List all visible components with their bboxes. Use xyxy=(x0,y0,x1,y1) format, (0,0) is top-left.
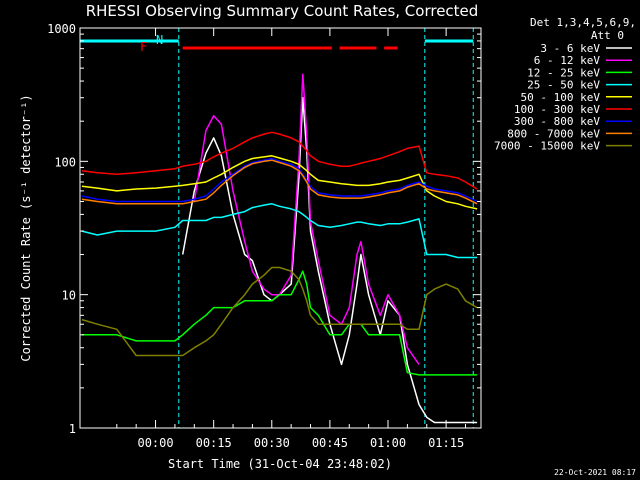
series-line-5 xyxy=(81,155,478,210)
night-bands xyxy=(79,28,474,428)
series-line-2 xyxy=(193,73,420,365)
legend-label: 100 - 300 keV xyxy=(514,103,600,116)
series-line-6 xyxy=(81,131,478,190)
legend-label: 6 - 12 keV xyxy=(534,54,601,67)
chart-title: RHESSI Observing Summary Count Rates, Co… xyxy=(86,2,479,20)
legend-label: 800 - 7000 keV xyxy=(507,127,600,140)
plot-frame xyxy=(79,27,482,429)
series-line-1 xyxy=(181,96,478,424)
x-axis: 00:00 00:15 00:30 00:45 01:00 01:15 xyxy=(116,28,467,450)
x-axis-label: Start Time (31-Oct-04 23:48:02) xyxy=(168,457,392,471)
legend-label: 25 - 50 keV xyxy=(527,79,600,92)
legend-label: 7000 - 15000 keV xyxy=(494,140,600,153)
y-axis-label: Corrected Count Rate (s⁻¹ detector⁻¹) xyxy=(19,94,33,361)
legend-header-line-2: Att 0 xyxy=(591,29,624,42)
x-tick-label: 00:30 xyxy=(254,436,290,450)
series-lines xyxy=(81,73,478,424)
x-tick-label: 00:45 xyxy=(312,436,348,450)
legend-label: 50 - 100 keV xyxy=(521,91,601,104)
series-line-8 xyxy=(81,159,478,205)
legend-label: 3 - 6 keV xyxy=(540,42,600,55)
night-label: N xyxy=(156,33,163,47)
series-line-3 xyxy=(81,270,478,376)
date-stamp: 22-Oct-2021 08:17 xyxy=(554,468,636,477)
y-tick-label: 100 xyxy=(54,155,76,169)
x-tick-label: 00:00 xyxy=(137,436,173,450)
y-tick-label: 1000 xyxy=(47,22,76,36)
series-line-4 xyxy=(81,203,478,259)
y-axis: 1 10 100 1000 xyxy=(47,22,481,436)
y-tick-label: 10 xyxy=(62,289,76,303)
legend-label: 12 - 25 keV xyxy=(527,66,600,79)
x-tick-label: 01:15 xyxy=(428,436,464,450)
legend-label: 300 - 800 keV xyxy=(514,115,600,128)
legend-header-line-1: Det 1,3,4,5,6,9, xyxy=(530,16,636,29)
flare-label: F xyxy=(140,40,147,54)
x-tick-label: 01:00 xyxy=(370,436,406,450)
x-tick-label: 00:15 xyxy=(196,436,232,450)
y-tick-label: 1 xyxy=(69,422,76,436)
series-line-9 xyxy=(81,266,478,357)
series-line-7 xyxy=(81,157,478,203)
